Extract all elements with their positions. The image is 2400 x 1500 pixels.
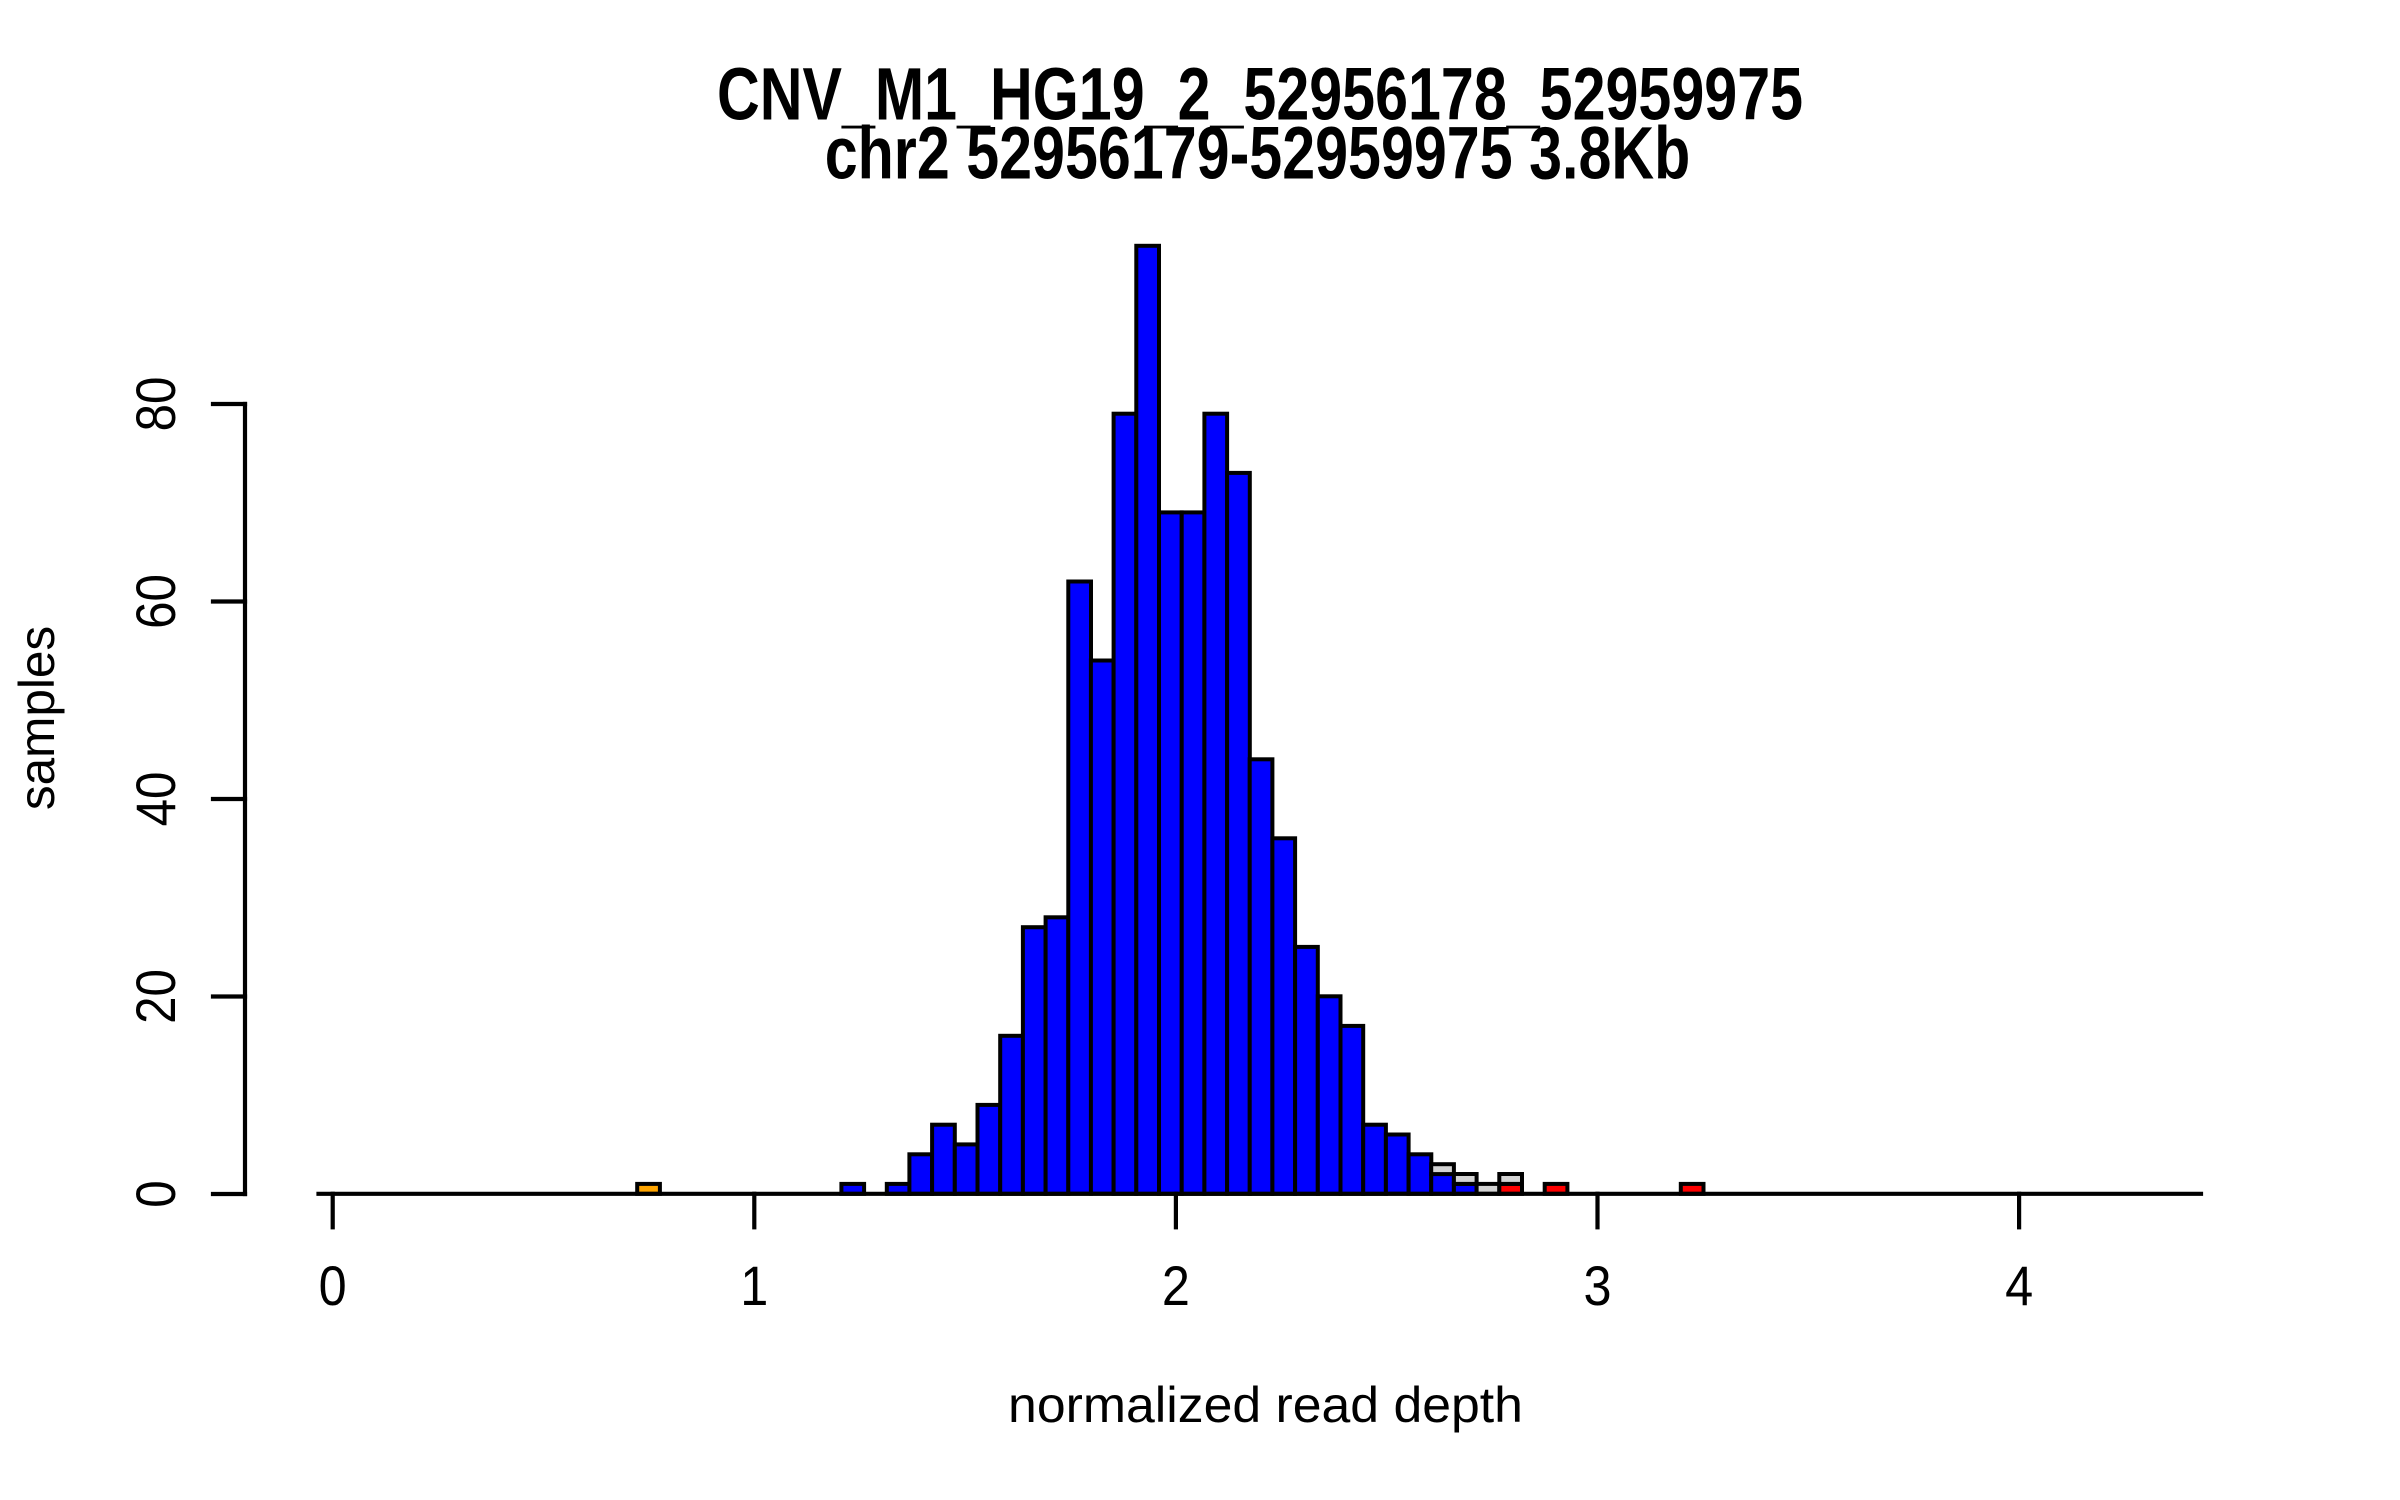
- svg-text:0: 0: [125, 1180, 188, 1207]
- svg-text:80: 80: [125, 377, 188, 432]
- svg-text:4: 4: [2005, 1256, 2033, 1318]
- svg-text:3: 3: [1583, 1256, 1611, 1318]
- svg-text:0: 0: [319, 1256, 347, 1318]
- svg-text:2: 2: [1162, 1256, 1190, 1318]
- svg-text:normalized read depth: normalized read depth: [1008, 1377, 1523, 1433]
- svg-text:1: 1: [740, 1256, 768, 1318]
- svg-text:40: 40: [125, 772, 188, 827]
- svg-text:chr2 52956179-52959975 3.8Kb: chr2 52956179-52959975 3.8Kb: [825, 112, 1691, 195]
- svg-text:CNV_M1_HG19_2_52956178_5295997: CNV_M1_HG19_2_52956178_52959975: [717, 53, 1803, 136]
- svg-text:samples: samples: [9, 626, 65, 810]
- svg-text:60: 60: [125, 574, 188, 629]
- svg-text:20: 20: [125, 969, 188, 1024]
